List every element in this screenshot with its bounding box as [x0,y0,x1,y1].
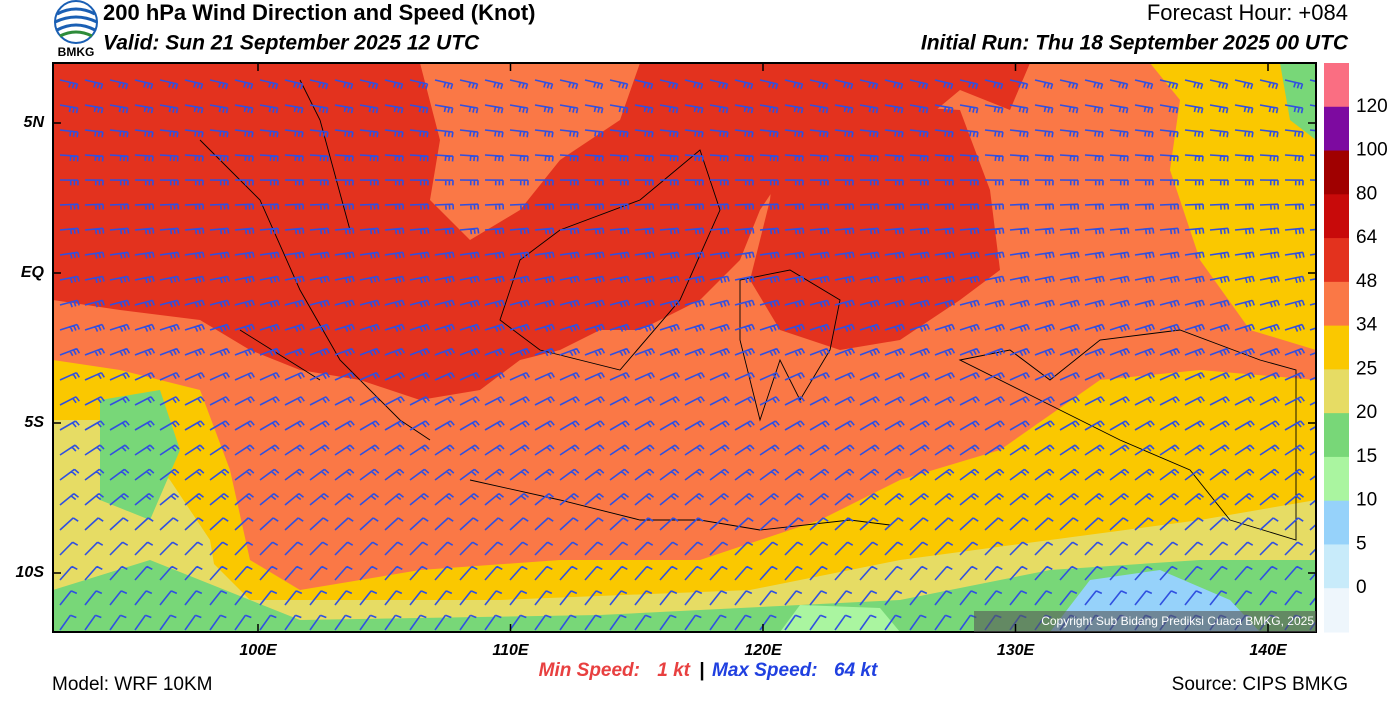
lat-label: 5S [24,414,44,431]
model: Model: WRF 10KM [52,674,212,695]
colorbar-label: 120 [1356,96,1388,117]
copyright: Copyright Sub Bidang Prediksi Cuaca BMKG… [1041,614,1314,628]
logo: BMKG [54,0,98,59]
wind-field [53,63,1316,632]
source: Source: CIPS BMKG [1172,674,1348,695]
colorbar-label: 34 [1356,315,1378,336]
forecast-hour: Forecast Hour: +084 [1147,0,1348,25]
colorbar-label: 100 [1356,140,1388,161]
colorbar-swatch [1324,544,1349,589]
lat-label: 5N [24,114,45,131]
colorbar-label: 80 [1356,183,1377,204]
colorbar-label: 48 [1356,271,1377,292]
colorbar-label: 64 [1356,227,1378,248]
lon-label: 140E [1249,642,1288,659]
colorbar-label: 25 [1356,358,1377,379]
logo-text: BMKG [58,45,95,59]
colorbar-label: 15 [1356,446,1377,467]
colorbar-label: 10 [1356,490,1377,511]
colorbar-swatch [1324,588,1349,633]
min-speed-label: Min Speed: [539,660,640,681]
wind-barbs [59,79,1316,631]
colorbar-swatch [1324,413,1349,458]
colorbar-swatch [1324,281,1349,327]
colorbar-swatch [1324,456,1349,502]
lon-label: 130E [997,642,1036,659]
colorbar-label: 5 [1356,533,1367,554]
valid-time: Valid: Sun 21 September 2025 12 UTC [103,32,480,55]
lon-label: 110E [492,642,530,659]
colorbar-swatch [1324,325,1349,370]
lon-label: 100E [239,642,278,659]
colorbar-label: 0 [1356,577,1367,598]
copyright-box [974,611,1316,632]
initial-run: Initial Run: Thu 18 September 2025 00 UT… [921,32,1349,55]
lat-label: EQ [21,264,45,281]
colorbar-swatch [1324,369,1349,414]
colorbar-swatch [1324,106,1349,152]
lon-label: 120E [744,642,783,659]
title: 200 hPa Wind Direction and Speed (Knot) [103,0,536,25]
min-speed-value: 1 kt [657,660,690,681]
colorbar-swatch [1324,150,1349,195]
max-speed-label: Max Speed: [712,660,818,681]
separator: | [699,660,704,681]
colorbar-swatch [1324,63,1349,108]
max-speed-value: 64 kt [834,660,878,681]
colorbar-swatch [1324,238,1349,283]
colorbar-label: 20 [1356,402,1377,423]
colorbar-swatch [1324,500,1349,545]
colorbar-swatch [1324,194,1349,239]
map-frame [52,62,1317,633]
lat-label: 10S [16,564,45,581]
